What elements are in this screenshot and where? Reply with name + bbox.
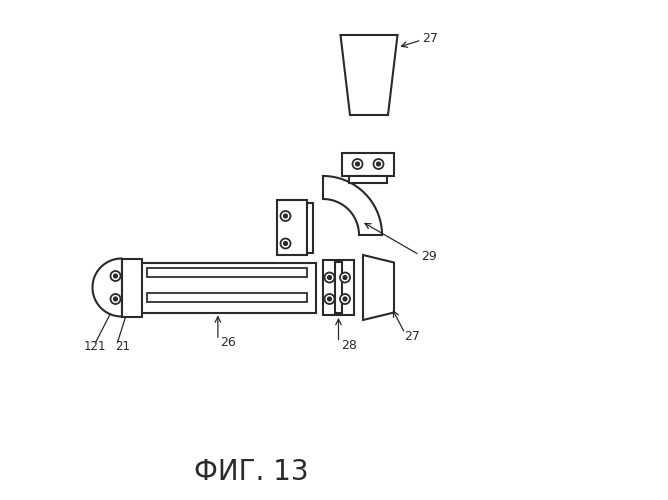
Circle shape [327, 276, 331, 280]
Bar [277, 200, 307, 255]
Bar [307, 202, 313, 252]
Circle shape [114, 297, 118, 301]
Circle shape [353, 159, 363, 169]
Circle shape [281, 211, 291, 221]
Circle shape [325, 294, 335, 304]
Bar [335, 262, 342, 313]
Bar [122, 258, 142, 316]
Text: 26: 26 [220, 336, 236, 349]
Circle shape [325, 272, 335, 282]
Circle shape [377, 162, 380, 166]
Text: 21: 21 [116, 340, 130, 353]
Circle shape [340, 294, 350, 304]
Circle shape [373, 159, 383, 169]
Text: 27: 27 [422, 32, 438, 46]
Text: 27: 27 [404, 330, 420, 343]
Bar [138, 262, 315, 312]
Circle shape [343, 276, 347, 280]
Bar [342, 152, 394, 176]
Circle shape [327, 297, 331, 301]
Bar [349, 176, 387, 182]
Circle shape [355, 162, 359, 166]
Bar [323, 260, 354, 315]
Circle shape [340, 272, 350, 282]
Circle shape [110, 271, 120, 281]
Text: 28: 28 [341, 339, 357, 352]
Bar [147, 293, 307, 302]
Polygon shape [363, 255, 394, 320]
Circle shape [110, 294, 120, 304]
Circle shape [114, 274, 118, 278]
Text: 121: 121 [84, 340, 106, 353]
Polygon shape [341, 35, 397, 115]
Bar [147, 268, 307, 276]
Circle shape [284, 214, 287, 218]
Circle shape [281, 238, 291, 248]
Text: 29: 29 [421, 250, 437, 263]
Circle shape [343, 297, 347, 301]
Circle shape [284, 242, 287, 246]
Text: ФИГ. 13: ФИГ. 13 [194, 458, 309, 486]
